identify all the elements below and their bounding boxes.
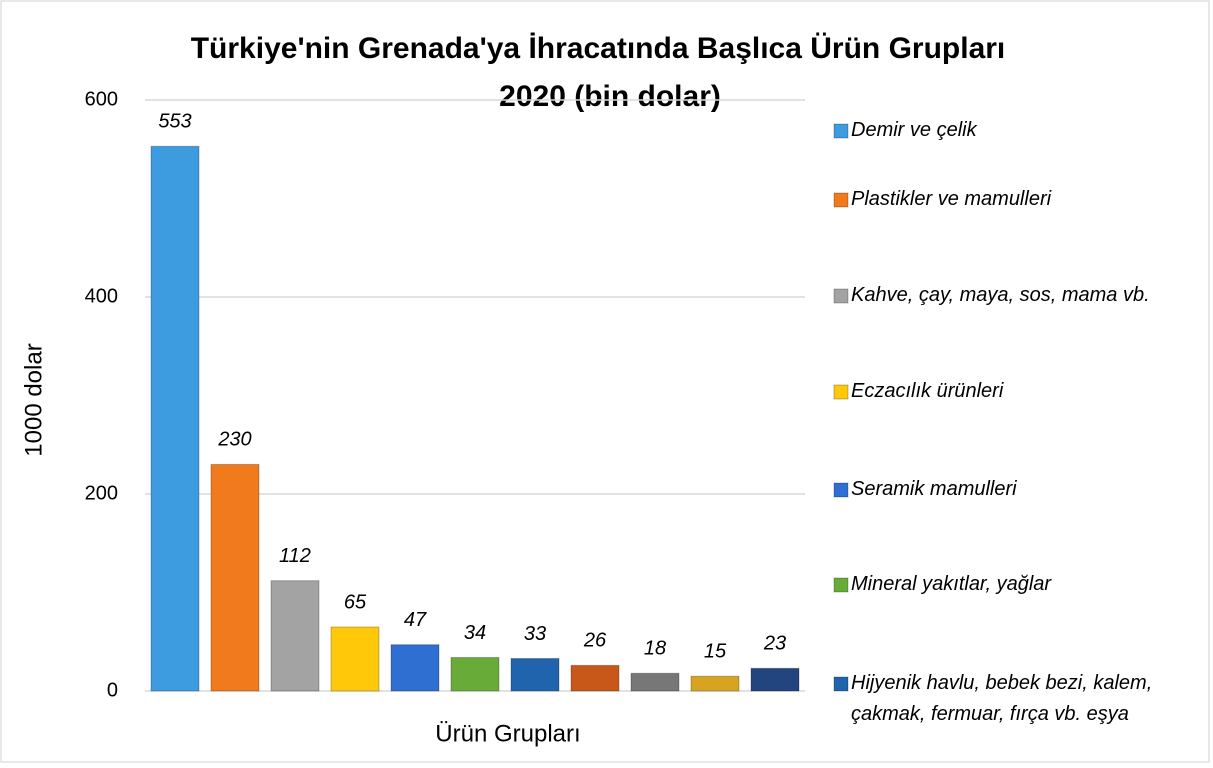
y-tick-label: 600 — [85, 88, 118, 110]
legend-swatch — [833, 577, 849, 593]
legend-swatch — [833, 123, 849, 139]
bar — [330, 626, 380, 692]
legend-entry: Plastikler ve mamulleri — [851, 188, 1052, 210]
legend-entry: Mineral yakıtlar, yağlar — [851, 573, 1052, 595]
legend-label: Plastikler ve mamulleri — [851, 188, 1052, 210]
chart-title: 2020 (bin dolar) — [499, 80, 721, 113]
data-label: 23 — [763, 633, 786, 655]
legend-swatch — [833, 384, 849, 400]
bar — [450, 657, 500, 692]
data-label: 112 — [279, 545, 311, 567]
data-label: 553 — [158, 111, 191, 133]
legend-swatch — [833, 192, 849, 208]
legend-label: Demir ve çelik — [851, 119, 977, 141]
bar — [210, 463, 260, 692]
bar — [750, 667, 800, 692]
legend-entry: Hijyenik havlu, bebek bezi, kalem, çakma… — [851, 672, 1153, 725]
legend-label: Seramik mamulleri — [851, 478, 1017, 500]
data-label: 230 — [217, 429, 251, 451]
y-tick-label: 400 — [85, 285, 118, 307]
bar — [270, 580, 320, 692]
legend-entry: Kahve, çay, maya, sos, mama vb. — [851, 284, 1150, 306]
data-label: 18 — [644, 638, 666, 660]
chart-title: Türkiye'nin Grenada'ya İhracatında Başlı… — [191, 32, 1006, 65]
bar — [690, 675, 740, 692]
legend-swatch — [833, 288, 849, 304]
legend-label: Hijyenik havlu, bebek bezi, kalem, çakma… — [851, 672, 1153, 725]
x-axis-label: Ürün Grupları — [435, 720, 580, 747]
bar — [390, 644, 440, 692]
y-axis-label: 1000 dolar — [20, 343, 47, 456]
bar — [630, 672, 680, 692]
data-label: 65 — [344, 591, 367, 613]
y-tick-label: 200 — [85, 482, 118, 504]
bar — [510, 657, 560, 692]
legend-entry: Seramik mamulleri — [851, 478, 1017, 500]
y-tick-label: 0 — [107, 679, 118, 701]
legend-swatch — [833, 676, 849, 692]
legend-entry: Demir ve çelik — [851, 119, 977, 141]
data-label: 26 — [583, 630, 607, 652]
legend-swatch — [833, 482, 849, 498]
legend-label: Mineral yakıtlar, yağlar — [851, 573, 1052, 595]
data-label: 34 — [464, 622, 486, 644]
data-label: 47 — [404, 609, 427, 631]
data-label: 33 — [524, 623, 546, 645]
bar — [150, 145, 200, 692]
data-label: 15 — [704, 641, 727, 663]
legend-entry: Eczacılık ürünleri — [851, 380, 1004, 402]
legend-label: Kahve, çay, maya, sos, mama vb. — [851, 284, 1150, 306]
bar — [570, 664, 620, 692]
legend-label: Eczacılık ürünleri — [851, 380, 1004, 402]
